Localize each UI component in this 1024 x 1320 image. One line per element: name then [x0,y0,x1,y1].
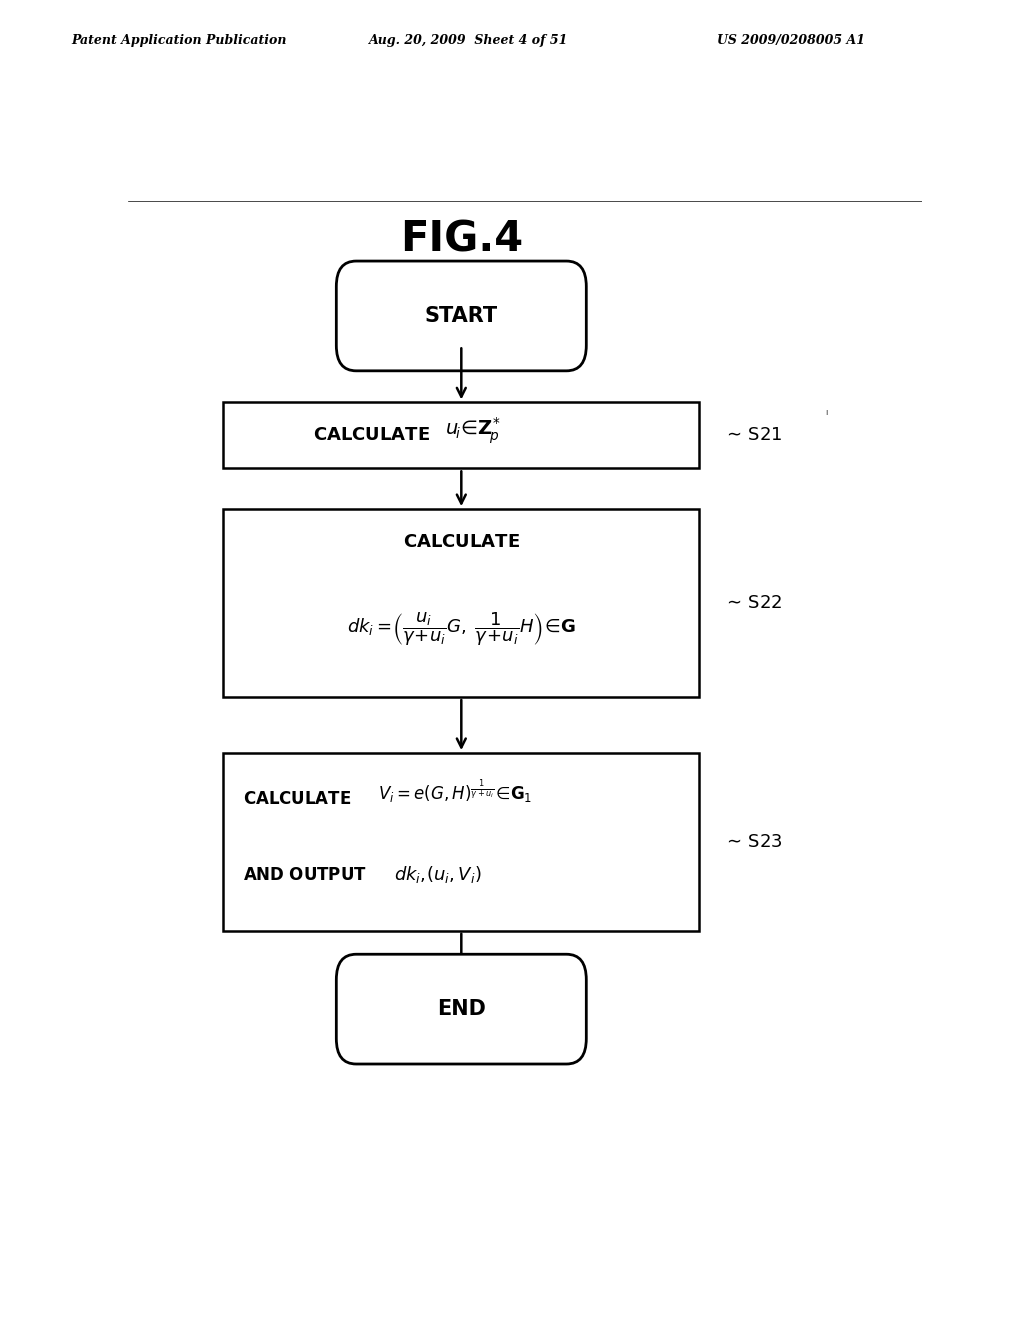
Text: $\sim\!$ S21: $\sim\!$ S21 [723,426,782,445]
Text: $dk_i,\!\left(u_i, V_i\right)$: $dk_i,\!\left(u_i, V_i\right)$ [394,865,481,886]
Text: $dk_i = \!\left(\dfrac{u_i}{\gamma\!+\!u_i}G,\;\dfrac{1}{\gamma\!+\!u_i}H\right): $dk_i = \!\left(\dfrac{u_i}{\gamma\!+\!u… [347,610,575,648]
Text: ': ' [824,409,828,426]
Text: START: START [425,306,498,326]
FancyBboxPatch shape [336,261,587,371]
Text: $u_{\!i} \!\in\! \mathbf{Z}^{\!*}_{\!p}$: $u_{\!i} \!\in\! \mathbf{Z}^{\!*}_{\!p}$ [445,414,502,446]
Text: $\sim\!$ S23: $\sim\!$ S23 [723,833,783,851]
FancyBboxPatch shape [336,954,587,1064]
Text: $\sim\!$ S22: $\sim\!$ S22 [723,594,782,612]
FancyBboxPatch shape [223,752,699,931]
Text: END: END [437,999,485,1019]
FancyBboxPatch shape [223,403,699,469]
Text: $V_i = e(G,H)^{\frac{1}{\gamma+u_i}} \!\in\! \mathbf{G}_1$: $V_i = e(G,H)^{\frac{1}{\gamma+u_i}} \!\… [378,779,532,805]
Text: $\mathbf{CALCULATE}$: $\mathbf{CALCULATE}$ [312,426,430,445]
Text: FIG.4: FIG.4 [399,219,523,261]
Text: Patent Application Publication: Patent Application Publication [72,34,287,48]
FancyBboxPatch shape [223,510,699,697]
Text: $\mathbf{AND\ OUTPUT}$: $\mathbf{AND\ OUTPUT}$ [243,866,367,884]
Text: US 2009/0208005 A1: US 2009/0208005 A1 [717,34,865,48]
Text: $\mathbf{CALCULATE}$: $\mathbf{CALCULATE}$ [243,789,351,808]
Text: $\mathbf{CALCULATE}$: $\mathbf{CALCULATE}$ [402,532,520,550]
Text: Aug. 20, 2009  Sheet 4 of 51: Aug. 20, 2009 Sheet 4 of 51 [369,34,568,48]
